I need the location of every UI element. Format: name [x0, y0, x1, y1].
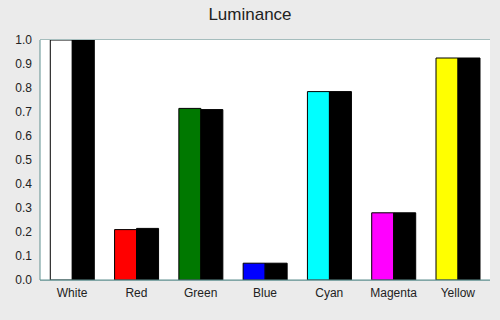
svg-text:Yellow: Yellow: [441, 286, 476, 300]
svg-text:White: White: [57, 286, 88, 300]
svg-text:Green: Green: [184, 286, 217, 300]
svg-text:Cyan: Cyan: [315, 286, 343, 300]
svg-text:Blue: Blue: [253, 286, 277, 300]
html-text:Luminance: Luminance: [208, 5, 292, 24]
svg-text:Magenta: Magenta: [370, 286, 417, 300]
svg-text:0.8: 0.8: [15, 81, 32, 95]
svg-text:Red: Red: [125, 286, 147, 300]
svg-text:0.4: 0.4: [15, 177, 32, 191]
svg-text:0.0: 0.0: [15, 273, 32, 287]
svg-text:0.9: 0.9: [15, 57, 32, 71]
svg-text:0.6: 0.6: [15, 129, 32, 143]
svg-text:0.2: 0.2: [15, 225, 32, 239]
svg-text:0.5: 0.5: [15, 153, 32, 167]
svg-text:1.0: 1.0: [15, 33, 32, 47]
svg-text:0.1: 0.1: [15, 249, 32, 263]
svg-text:0.7: 0.7: [15, 105, 32, 119]
svg-text:0.3: 0.3: [15, 201, 32, 215]
